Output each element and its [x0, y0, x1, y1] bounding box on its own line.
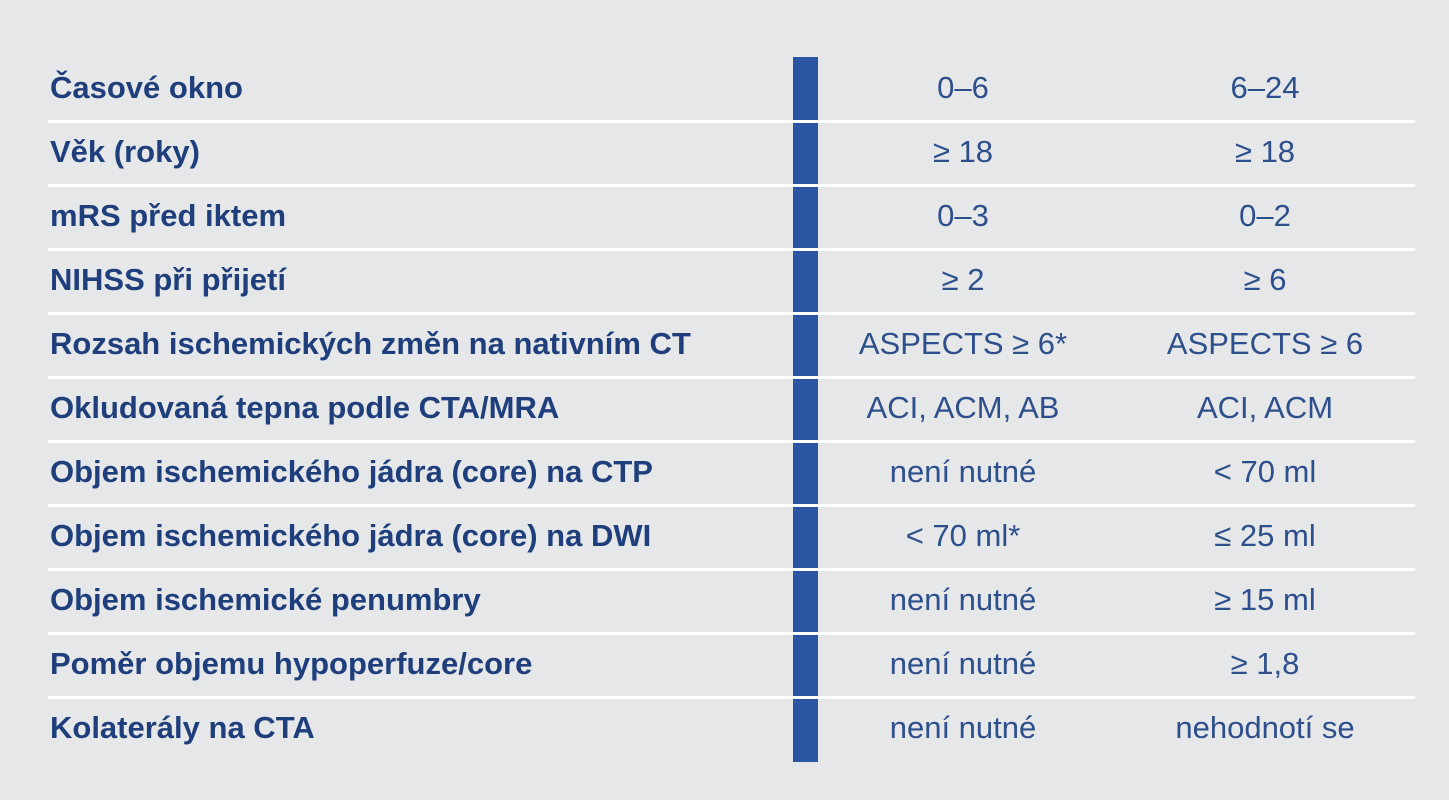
row-separator — [48, 440, 1415, 443]
cell-value: není nutné — [890, 582, 1037, 617]
row-label: Časové okno — [50, 69, 243, 105]
row-separator — [48, 632, 1415, 635]
cell-value: ≥ 2 — [942, 262, 985, 297]
cell-value: není nutné — [890, 454, 1037, 489]
cell-value: 0–3 — [937, 198, 989, 233]
row-label: Rozsah ischemických změn na nativním CT — [50, 326, 691, 361]
cell-value: ACI, ACM — [1197, 390, 1333, 425]
row-label: Poměr objemu hypoperfuze/core — [50, 646, 532, 681]
cell-value: ≥ 6 — [1244, 262, 1287, 297]
cell-value: ≥ 15 ml — [1214, 582, 1315, 617]
row-separator — [48, 504, 1415, 507]
divider-bar — [793, 57, 818, 762]
cell-value: ASPECTS ≥ 6 — [1167, 326, 1363, 361]
row-separator — [48, 696, 1415, 699]
row-label: Věk (roky) — [50, 134, 200, 169]
row-label: Kolaterály na CTA — [50, 710, 315, 745]
cell-value: 0–6 — [937, 70, 989, 105]
row-separator — [48, 120, 1415, 123]
row-label: mRS před iktem — [50, 198, 286, 233]
cell-value: 6–24 — [1231, 70, 1300, 105]
row-label: Objem ischemického jádra (core) na DWI — [50, 518, 651, 553]
cell-value: ≥ 18 — [1235, 134, 1295, 169]
row-separator — [48, 312, 1415, 315]
cell-value: není nutné — [890, 646, 1037, 681]
row-separator — [48, 568, 1415, 571]
cell-value: ≥ 18 — [933, 134, 993, 169]
cell-value: < 70 ml* — [906, 518, 1021, 553]
cell-value: ≤ 25 ml — [1214, 518, 1315, 553]
cell-value: ASPECTS ≥ 6* — [859, 326, 1067, 361]
row-label: Okludovaná tepna podle CTA/MRA — [50, 390, 559, 425]
row-label: Objem ischemické penumbry — [50, 582, 481, 617]
row-separator — [48, 376, 1415, 379]
cell-value: není nutné — [890, 710, 1037, 745]
row-separator — [48, 248, 1415, 251]
cell-value: 0–2 — [1239, 198, 1291, 233]
row-separator — [48, 184, 1415, 187]
row-label: Objem ischemického jádra (core) na CTP — [50, 454, 653, 489]
cell-value: nehodnotí se — [1175, 710, 1354, 745]
row-label: NIHSS při přijetí — [50, 262, 287, 297]
cell-value: ≥ 1,8 — [1231, 646, 1300, 681]
cell-value: ACI, ACM, AB — [867, 390, 1060, 425]
cell-value: < 70 ml — [1214, 454, 1317, 489]
